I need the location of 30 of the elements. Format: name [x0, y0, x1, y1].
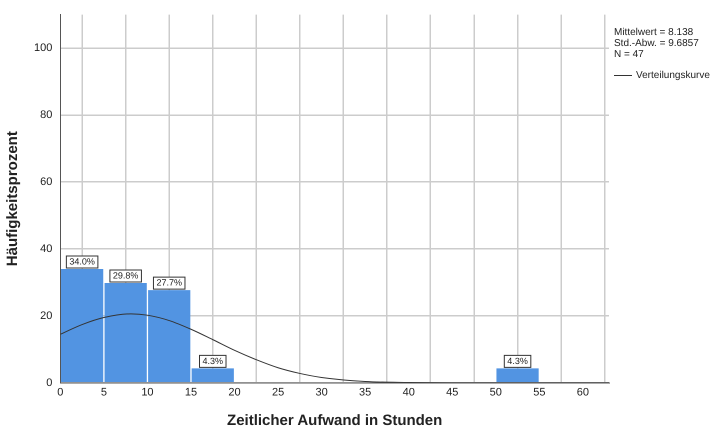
data-label: 27.7%	[156, 278, 182, 288]
y-tick-label: 20	[40, 310, 52, 322]
y-tick-label: 40	[40, 242, 52, 255]
x-tick-label: 5	[100, 386, 107, 398]
data-label: 34.0%	[69, 256, 95, 266]
x-tick-label: 0	[57, 386, 64, 398]
x-tick-label: 60	[576, 386, 589, 398]
x-tick-label: 35	[359, 386, 372, 398]
x-tick-label: 45	[446, 386, 458, 398]
y-tick-label: 80	[40, 109, 52, 122]
text: N = 47	[614, 49, 645, 60]
data-label: 29.8%	[112, 270, 138, 281]
text: Std.-Abw. = 9.6857	[614, 38, 699, 49]
x-axis-title: Zeitlicher Aufwand in Stunden	[227, 412, 442, 430]
x-tick-label: 40	[402, 386, 415, 398]
x-tick-label: 10	[141, 386, 154, 398]
y-tick-label: 60	[40, 176, 52, 188]
x-tick-label: 20	[228, 386, 241, 398]
data-label: 4.3%	[507, 356, 528, 366]
y-tick-label: 100	[34, 42, 52, 54]
x-tick-label: 30	[315, 386, 328, 398]
data-label: 4.3%	[202, 356, 224, 366]
x-tick-label: 50	[490, 386, 502, 398]
x-tick-label: 25	[272, 386, 284, 398]
y-tick-label: 0	[46, 376, 52, 389]
y-axis-title: Häufigkeitsprozent	[4, 131, 22, 266]
legend-label: Verteilungskurve	[636, 70, 710, 81]
text: Mittelwert = 8.138	[614, 27, 694, 38]
x-tick-label: 15	[184, 386, 198, 398]
x-tick-label: 55	[533, 386, 546, 398]
